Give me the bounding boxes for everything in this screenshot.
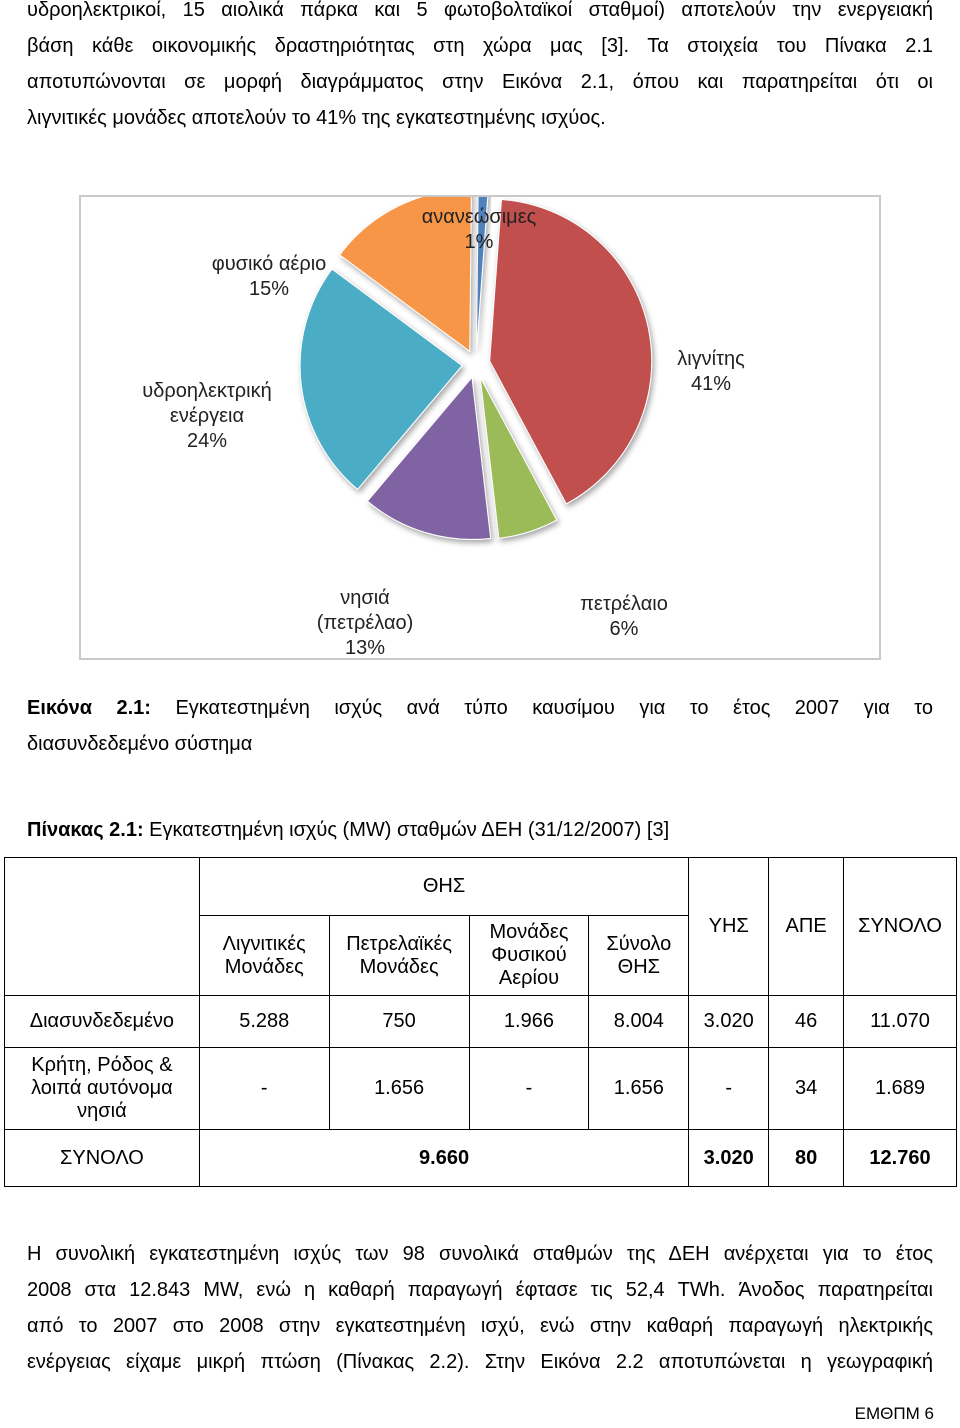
table-corner-cell (4, 857, 200, 996)
text-line: 2008 στα 12.843 MW, ενώ η καθαρή παραγωγ… (27, 1279, 933, 1301)
figure-caption-text: Εγκατεστημένη ισχύς ανά τύπο καυσίμου γι… (175, 697, 933, 719)
label-islands: νησιά (πετρέλαο) 13% (317, 587, 414, 658)
slice-gas (338, 197, 472, 353)
text-line: βάση κάθε οικονομικής δραστηριότητας στη… (27, 35, 933, 57)
slice-oil (479, 377, 558, 539)
slice-renewables (476, 197, 489, 351)
col-header-hydro: ΥΗΣ (688, 857, 770, 996)
table-cell: 34 (768, 1047, 845, 1130)
figure-caption-line2: διασυνδεδεμένο σύστημα (27, 733, 253, 755)
slice-islands (366, 376, 492, 540)
table-total-row: ΣΥΝΟΛΟ 9.660 3.020 80 12.760 (4, 1129, 957, 1187)
table-row: Διασυνδεδεμένο 5.288 750 1.966 8.004 3.0… (4, 995, 957, 1048)
table-cell: 80 (768, 1129, 845, 1187)
row-header-total: ΣΥΝΟΛΟ (4, 1129, 200, 1187)
table-cell: 46 (768, 995, 845, 1048)
table-cell: 1.656 (328, 1047, 470, 1130)
table-cell: 11.070 (843, 995, 957, 1048)
table-cell: 3.020 (688, 1129, 770, 1187)
table-title-text: Εγκατεστημένη ισχύς (MW) σταθμών ΔΕΗ (31… (143, 819, 670, 841)
table-cell: - (198, 1047, 330, 1130)
label-gas: φυσικό αέριο 15% (212, 253, 327, 300)
thermal-group-header: ΘΗΣ (198, 857, 690, 916)
pie-chart: ανανεώσιμες 1% λιγνίτης 41% πετρέλαιο 6% νησιά… (142, 197, 745, 658)
col-header-total: ΣΥΝΟΛΟ (843, 857, 957, 996)
table-cell: 1.656 (588, 1047, 690, 1130)
col-header-oil: Πετρελαϊκές Μονάδες (328, 915, 470, 996)
table-cell: - (468, 1047, 590, 1130)
capacity-table: ΘΗΣ ΥΗΣ ΑΠΕ ΣΥΝΟΛΟ Λιγνιτικές Μονάδες Πε… (4, 857, 957, 1187)
text-line: λιγνιτικές μονάδες αποτελούν το 41% της … (27, 107, 606, 129)
table-cell: 12.760 (843, 1129, 957, 1187)
col-header-thermal-total: Σύνολο ΘΗΣ (588, 915, 690, 996)
col-header-gas: Μονάδες Φυσικού Αερίου (468, 915, 590, 996)
label-oil: πετρέλαιο 6% (580, 593, 668, 640)
table-cell: 3.020 (688, 995, 770, 1048)
label-hydro: υδροηλεκτρική ενέργεια 24% (142, 380, 271, 452)
text-line: αποτυπώνονται σε μορφή διαγράμματος στην… (27, 71, 933, 93)
text-line: υδροηλεκτρικοί, 15 αιολικά πάρκα και 5 φ… (27, 0, 933, 21)
col-header-lignite: Λιγνιτικές Μονάδες (198, 915, 330, 996)
slice-lignite (489, 198, 653, 505)
row-header-islands: Κρήτη, Ρόδος & λοιπά αυτόνομα νησιά (4, 1047, 200, 1130)
text-line: Η συνολική εγκατεστημένη ισχύς των 98 συ… (27, 1243, 933, 1265)
label-lignite: λιγνίτης 41% (677, 348, 745, 395)
col-header-renewables: ΑΠΕ (768, 857, 845, 996)
row-header-interconnected: Διασυνδεδεμένο (4, 995, 200, 1048)
slice-hydro (299, 268, 463, 491)
table-label: Πίνακας 2.1: (27, 819, 144, 841)
table-cell: - (688, 1047, 770, 1130)
table-cell: 1.689 (843, 1047, 957, 1130)
label-renewables: ανανεώσιμες 1% (422, 206, 537, 253)
text-line: ενέργειας είχαμε μικρή πτώση (Πίνακας 2.… (27, 1351, 933, 1373)
page-footer: ΕΜΘΠΜ 6 (854, 1404, 934, 1423)
thermal-total-cell: 9.660 (198, 1129, 690, 1187)
intro-paragraph: υδροηλεκτρικοί, 15 αιολικά πάρκα και 5 φ… (27, 0, 933, 136)
table-row: Κρήτη, Ρόδος & λοιπά αυτόνομα νησιά - 1.… (4, 1047, 957, 1130)
body-paragraph: Η συνολική εγκατεστημένη ισχύς των 98 συ… (27, 1236, 933, 1380)
pie-chart-frame: ανανεώσιμες 1% λιγνίτης 41% πετρέλαιο 6% νησιά… (79, 195, 881, 660)
table-cell: 8.004 (588, 995, 690, 1048)
table-cell: 1.966 (468, 995, 590, 1048)
figure-label: Εικόνα 2.1: (27, 697, 151, 719)
table-cell: 5.288 (198, 995, 330, 1048)
text-line: από το 2007 στο 2008 στην εγκατεστημένη … (27, 1315, 933, 1337)
table-cell: 750 (328, 995, 470, 1048)
table-title: Πίνακας 2.1: Εγκατεστημένη ισχύς (MW) στ… (27, 815, 669, 845)
figure-caption: Εικόνα 2.1: Εγκατεστημένη ισχύς ανά τύπο… (27, 690, 933, 762)
